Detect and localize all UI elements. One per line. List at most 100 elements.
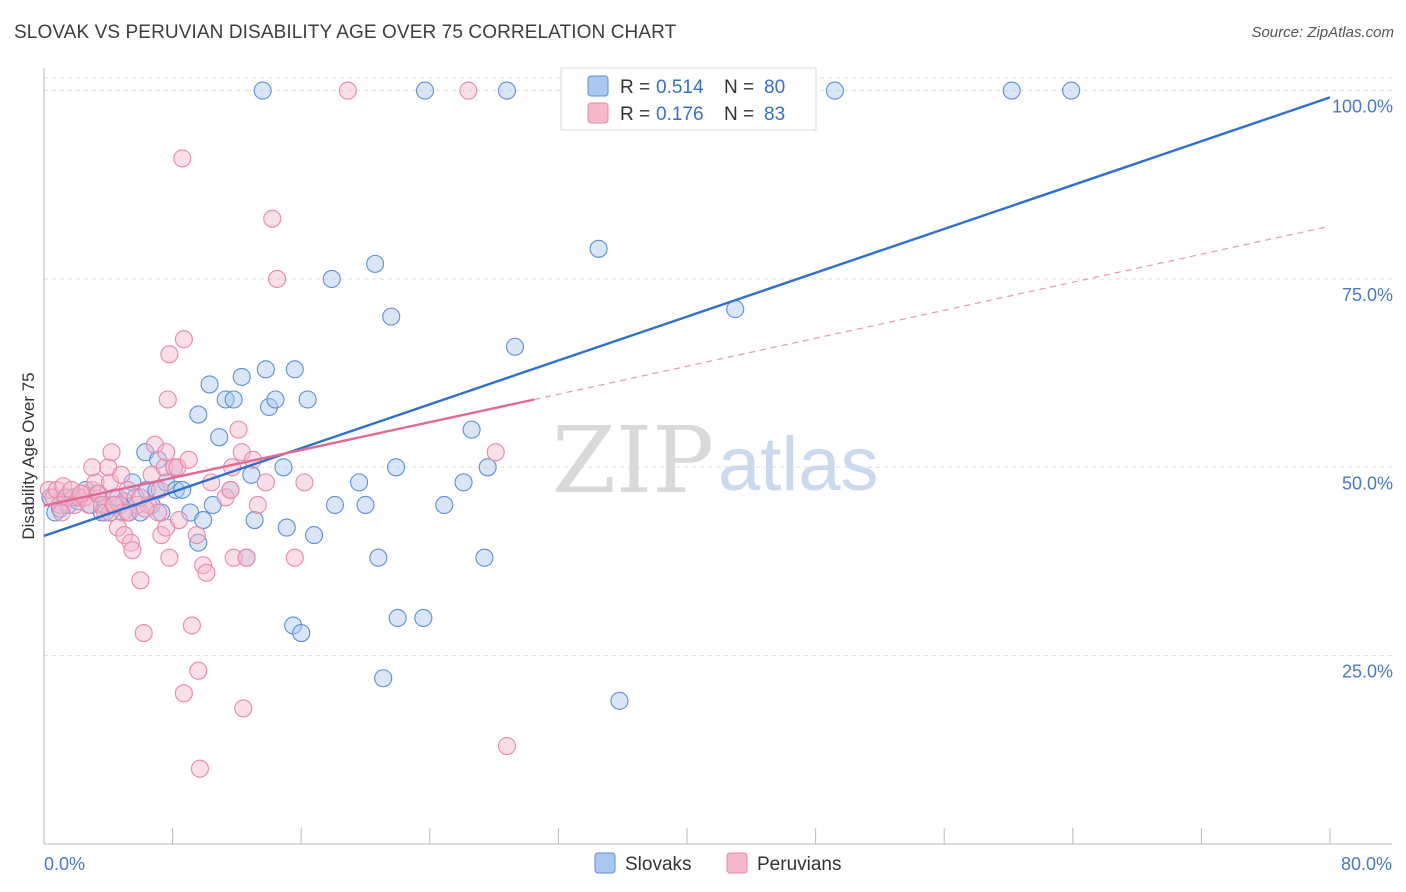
slovaks-point-53: [305, 526, 324, 545]
slovaks-point-60: [374, 669, 393, 688]
peruvians-point-68: [263, 209, 282, 228]
peruvians-point-74: [486, 443, 505, 462]
peruvians-point-48: [173, 149, 192, 168]
peruvians-point-54: [190, 759, 209, 778]
peruvians-point-61: [224, 548, 243, 567]
legend-item-peruvians[interactable]: Peruvians: [726, 852, 842, 875]
peruvians-point-46: [169, 510, 189, 530]
slovaks-point-75: [415, 81, 435, 100]
correlation-legend: R = 0.514 N = 80 R = 0.176 N = 83: [560, 67, 817, 131]
peruvians-point-25: [115, 526, 134, 545]
legend-n-label-peruvians: N =: [724, 104, 754, 125]
peruvians-point-70: [285, 548, 304, 567]
peruvians-point-50: [179, 450, 198, 469]
slovaks-point-45: [259, 397, 279, 417]
y-tick-label-50: 50.0%: [1342, 473, 1393, 493]
legend-row-peruvians: R = 0.176 N = 83: [587, 102, 785, 125]
slovaks-point-78: [1002, 81, 1021, 100]
slovaks-point-39: [224, 390, 243, 409]
y-axis-title: Disability Age Over 75: [19, 372, 38, 539]
slovaks-point-74: [253, 81, 272, 100]
slovaks-point-56: [350, 473, 369, 492]
slovaks-point-70: [505, 337, 525, 356]
peruvians-point-47: [174, 330, 193, 349]
slovaks-point-65: [435, 495, 454, 515]
gridlines: [44, 77, 1392, 657]
peruvians-point-39: [157, 443, 176, 462]
slovaks-point-48: [277, 518, 296, 537]
slovaks-trend-line: [43, 96, 1331, 537]
peruvians-point-66: [248, 495, 267, 515]
watermark-zip: ZIP: [552, 407, 714, 514]
peruvians-point-65: [237, 548, 256, 567]
peruvians-point-64: [234, 699, 253, 718]
slovaks-point-79: [1062, 81, 1081, 100]
legend-swatch-slovaks: [587, 75, 609, 97]
series-legend: Slovaks Peruvians: [594, 852, 842, 875]
slovaks-point-55: [325, 495, 345, 515]
slovaks-point-61: [382, 307, 401, 326]
peruvians-point-73: [459, 81, 478, 100]
slovaks-point-76: [497, 81, 517, 100]
peruvians-point-42: [160, 345, 179, 364]
slovaks-point-51: [292, 623, 311, 643]
legend-n-value-slovaks: 80: [764, 77, 785, 98]
slovaks-point-49: [285, 360, 304, 379]
peruvians-point-72: [338, 81, 357, 100]
peruvians-point-67: [256, 473, 275, 492]
peruvians-trend-line: [43, 398, 535, 507]
slovaks-point-31: [189, 533, 208, 552]
bottom-legend-label-slovaks: Slovaks: [625, 854, 692, 875]
peruvians-point-59: [221, 480, 240, 499]
slovaks-point-68: [475, 548, 494, 567]
peruvians-point-31: [134, 623, 153, 643]
peruvians-point-12: [86, 473, 105, 492]
y-tick-label-100: 100.0%: [1332, 97, 1393, 117]
y-tick-label-75: 75.0%: [1342, 285, 1393, 305]
y-axis-tick-labels: 25.0% 50.0% 75.0% 100.0%: [1332, 97, 1393, 682]
slovaks-point-44: [256, 360, 275, 379]
bottom-legend-swatch-slovaks: [594, 852, 616, 874]
watermark: ZIP atlas: [552, 407, 879, 514]
peruvians-point-30: [131, 571, 150, 590]
peruvians-point-51: [182, 616, 201, 635]
peruvians-point-75: [497, 737, 517, 756]
chart-title: SLOVAK VS PERUVIAN DISABILITY AGE OVER 7…: [14, 22, 677, 43]
legend-swatch-peruvians: [587, 102, 609, 124]
peruvians-point-38: [155, 458, 174, 477]
y-tick-label-25: 25.0%: [1342, 662, 1393, 682]
peruvians-point-63: [229, 420, 248, 439]
slovaks-point-36: [210, 428, 229, 447]
peruvians-point-52: [187, 526, 206, 545]
slovaks-point-40: [232, 367, 251, 386]
series-slovaks-points: [41, 81, 1081, 710]
peruvians-point-43: [158, 390, 177, 409]
peruvians-point-69: [268, 269, 287, 289]
slovaks-point-72: [610, 691, 629, 710]
legend-r-label-peruvians: R =: [620, 104, 650, 125]
slovaks-point-63: [388, 608, 407, 628]
legend-r-value-peruvians: 0.176: [656, 104, 704, 125]
peruvians-point-27: [121, 533, 140, 552]
peruvians-point-71: [295, 473, 314, 492]
slovaks-point-64: [414, 608, 433, 628]
peruvians-point-56: [197, 563, 216, 582]
slovaks-point-69: [478, 458, 497, 477]
slovaks-point-33: [189, 405, 208, 424]
slovaks-point-54: [322, 269, 341, 289]
legend-r-label-slovaks: R =: [620, 77, 650, 98]
legend-r-value-slovaks: 0.514: [656, 77, 704, 98]
slovaks-point-67: [462, 420, 481, 439]
x-tick-label-min: 0.0%: [44, 854, 85, 874]
bottom-legend-swatch-peruvians: [726, 852, 748, 874]
legend-item-slovaks[interactable]: Slovaks: [594, 852, 692, 875]
slovaks-point-52: [298, 390, 317, 409]
slovaks-point-71: [589, 239, 608, 258]
slovaks-point-66: [454, 473, 473, 492]
peruvians-point-20: [83, 458, 102, 477]
x-tick-label-max: 80.0%: [1341, 854, 1392, 874]
series-peruvians-points: [39, 81, 517, 778]
peruvians-point-49: [174, 684, 193, 703]
slovaks-point-47: [274, 458, 293, 477]
